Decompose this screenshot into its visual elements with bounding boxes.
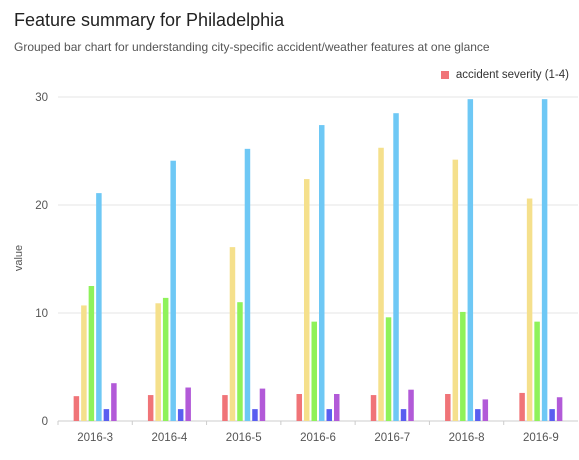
bar-2016-9-series-5[interactable] [549, 409, 555, 421]
bar-2016-4-series-4[interactable] [170, 160, 176, 421]
bar-2016-5-series-4[interactable] [244, 148, 251, 421]
x-tick-label: 2016-7 [374, 432, 410, 444]
bar-2016-7-series-6[interactable] [408, 389, 414, 421]
bar-2016-6-series-5[interactable] [326, 409, 333, 421]
bar-2016-7-series-5[interactable] [400, 409, 407, 421]
x-tick-label: 2016-4 [152, 432, 188, 444]
bar-2016-5-series-6[interactable] [259, 388, 266, 421]
bar-2016-3-series-6[interactable] [111, 383, 117, 421]
bar-2016-3-series-4[interactable] [96, 193, 102, 421]
chart-legend[interactable]: accident severity (1-4) [440, 69, 569, 81]
x-tick-label: 2016-6 [300, 432, 336, 444]
bar-2016-3-series-3[interactable] [88, 286, 95, 421]
bar-2016-4-series-1[interactable] [147, 395, 154, 421]
y-tick-label: 0 [42, 416, 48, 428]
chart-subtitle: Grouped bar chart for understanding city… [14, 40, 490, 54]
bar-2016-3-series-1[interactable] [73, 396, 80, 421]
bar-2016-9-series-1[interactable] [519, 392, 525, 421]
bar-2016-9-series-2[interactable] [526, 198, 533, 421]
y-tick-label: 30 [35, 92, 48, 104]
bar-2016-8-series-1[interactable] [445, 394, 451, 421]
y-axis-ticks: 0 10 20 30 [35, 92, 48, 428]
bar-2016-5-series-1[interactable] [222, 395, 228, 421]
bar-2016-3-series-2[interactable] [81, 305, 87, 421]
bars [73, 99, 563, 421]
bar-2016-8-series-4[interactable] [467, 99, 474, 421]
bar-2016-7-series-1[interactable] [370, 395, 377, 421]
bar-2016-6-series-6[interactable] [334, 394, 340, 421]
bar-2016-4-series-5[interactable] [177, 409, 184, 421]
bar-2016-6-series-4[interactable] [319, 125, 325, 421]
bar-2016-8-series-3[interactable] [460, 311, 466, 421]
bar-2016-4-series-3[interactable] [162, 297, 169, 421]
bar-2016-4-series-6[interactable] [185, 387, 191, 421]
bar-2016-8-series-6[interactable] [482, 399, 489, 421]
bar-2016-7-series-3[interactable] [385, 317, 392, 421]
x-tick-label: 2016-3 [77, 432, 113, 444]
bar-2016-5-series-2[interactable] [229, 247, 236, 421]
bar-2016-9-series-4[interactable] [541, 99, 548, 421]
y-axis-label: value [13, 245, 25, 271]
chart-title: Feature summary for Philadelphia [14, 10, 285, 30]
bar-2016-6-series-3[interactable] [311, 321, 318, 421]
x-tick-label: 2016-8 [449, 432, 485, 444]
bar-2016-7-series-4[interactable] [393, 113, 399, 421]
x-tick-label: 2016-9 [523, 432, 559, 444]
bar-2016-5-series-5[interactable] [252, 409, 258, 421]
legend-swatch-accident-severity [440, 71, 449, 79]
legend-label-accident-severity: accident severity (1-4) [455, 69, 569, 81]
bar-2016-9-series-3[interactable] [534, 321, 540, 421]
bar-2016-3-series-5[interactable] [103, 409, 110, 421]
bar-2016-9-series-6[interactable] [556, 397, 563, 421]
bar-2016-8-series-2[interactable] [452, 159, 459, 421]
bar-2016-7-series-2[interactable] [378, 147, 384, 421]
grid-lines [58, 96, 578, 422]
y-tick-label: 10 [35, 308, 48, 320]
bar-2016-6-series-2[interactable] [304, 179, 310, 421]
bar-2016-6-series-1[interactable] [296, 394, 303, 421]
x-tick-label: 2016-5 [226, 432, 262, 444]
bar-2016-5-series-3[interactable] [237, 302, 243, 421]
x-axis-ticks: 2016-3 2016-4 2016-5 2016-6 2016-7 2016-8 2016… [57, 421, 559, 444]
y-tick-label: 20 [35, 200, 48, 212]
bar-2016-4-series-2[interactable] [155, 303, 161, 421]
bar-2016-8-series-5[interactable] [475, 409, 481, 421]
